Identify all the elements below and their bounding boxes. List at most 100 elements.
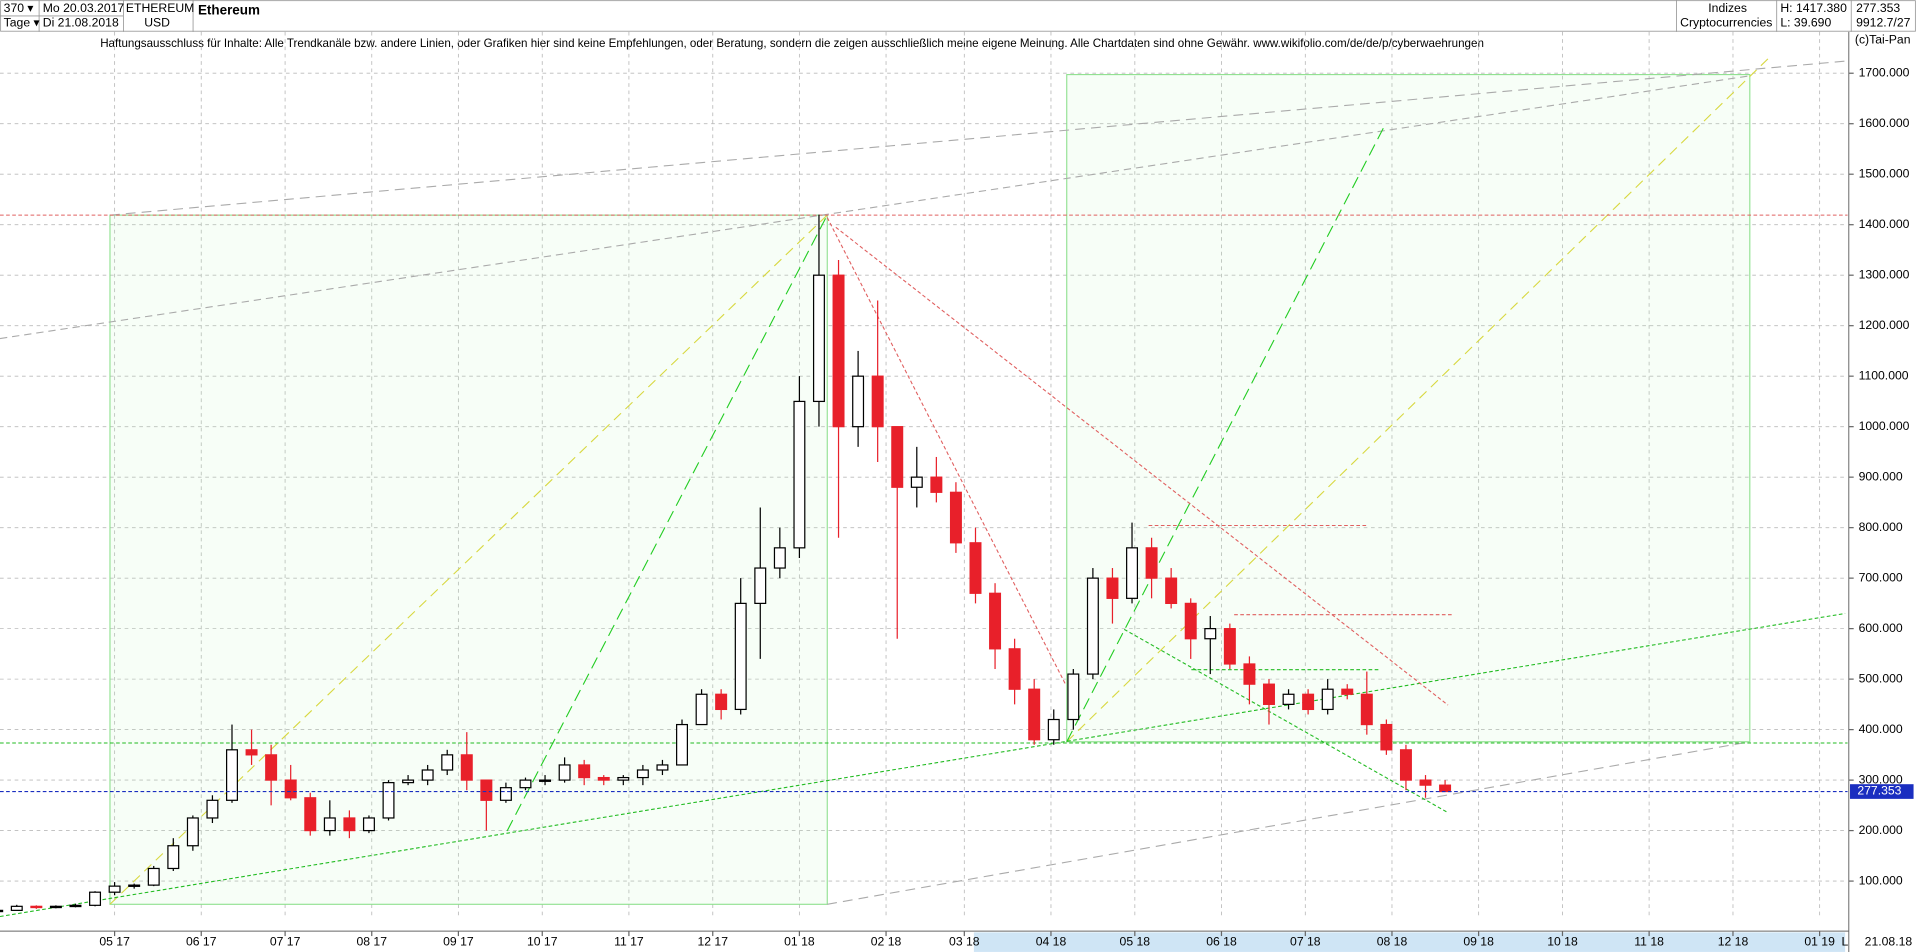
candle-body	[1106, 577, 1119, 599]
candle-body	[206, 799, 219, 819]
candle-body	[1380, 723, 1393, 751]
candle-body	[910, 476, 923, 488]
x-tick-label: 07 17	[270, 934, 301, 948]
x-tick-label: 11 18	[1634, 934, 1664, 948]
x-tick-label: 09 18	[1463, 934, 1494, 948]
x-tick-label: 05 18	[1120, 934, 1151, 948]
y-tick-label: 300.000	[1859, 772, 1903, 786]
x-tick-label: 10 18	[1547, 934, 1578, 948]
candle-body	[969, 542, 982, 594]
period[interactable]: Tage ▾	[4, 15, 40, 29]
candle-body	[832, 274, 845, 428]
symbol: ETHEREUM	[126, 1, 194, 15]
candle-body	[1008, 648, 1021, 690]
x-tick-label: 06 17	[186, 934, 217, 948]
last-price-box	[1850, 784, 1914, 799]
candle-body	[754, 567, 767, 604]
x-tick-label: 06 18	[1206, 934, 1237, 948]
candle-body	[382, 782, 395, 819]
bar-count[interactable]: 370 ▾	[4, 1, 34, 15]
x-tick-label: 12 17	[697, 934, 728, 948]
candle-body	[89, 891, 102, 906]
candle-body	[186, 817, 199, 847]
subgroup: Cryptocurrencies	[1680, 15, 1772, 29]
x-tick-label: 07 18	[1290, 934, 1321, 948]
grid	[0, 31, 1848, 919]
start-date: Mo 20.03.2017	[43, 1, 125, 15]
candle-body	[636, 769, 649, 779]
y-tick-label: 900.000	[1859, 469, 1903, 483]
candle-body	[812, 274, 825, 403]
candle-body	[793, 400, 806, 549]
y-tick-label: 700.000	[1859, 570, 1903, 584]
y-tick-label: 1600.000	[1859, 116, 1910, 130]
candle-body	[49, 905, 62, 909]
candles	[0, 214, 1452, 913]
candle-body	[949, 491, 962, 544]
ratio: 9912.7/27	[1856, 15, 1911, 29]
candle-body	[1360, 693, 1373, 726]
candle-body	[69, 904, 82, 908]
candle-body	[539, 779, 552, 782]
candle-body	[1086, 577, 1099, 675]
candle-body	[1126, 547, 1139, 599]
candle-body	[226, 749, 238, 801]
header	[0, 0, 1916, 32]
x-tick-label: 11 17	[614, 934, 644, 948]
candle-body	[695, 693, 708, 726]
candle-body	[323, 817, 336, 832]
x-tick-label: 08 18	[1377, 934, 1408, 948]
candle-body	[656, 764, 669, 771]
candle-body	[1341, 688, 1354, 695]
y-tick-label: 800.000	[1859, 520, 1903, 534]
candle-body	[245, 749, 258, 756]
candle-body	[1047, 718, 1060, 741]
y-tick-label: 500.000	[1859, 671, 1903, 685]
candle-body	[265, 754, 278, 781]
candle-body	[10, 905, 23, 911]
y-tick-label: 1000.000	[1859, 419, 1910, 433]
x-tick-label: 03 18	[949, 934, 980, 948]
candle-body	[1145, 547, 1158, 579]
y-tick-label: 100.000	[1859, 873, 1903, 887]
candle-body	[402, 779, 415, 784]
candle-body	[460, 754, 473, 781]
candle-body	[343, 817, 356, 832]
last-price: 277.353	[1856, 1, 1900, 15]
candle-body	[930, 476, 943, 493]
candle-body	[1302, 693, 1315, 711]
high: H: 1417.380	[1780, 1, 1847, 15]
candle-body	[989, 592, 1002, 650]
candle-body	[617, 776, 630, 781]
candle-body	[871, 375, 884, 428]
candle-body	[147, 867, 160, 886]
candle-body	[773, 547, 786, 569]
candle-body	[1028, 688, 1041, 741]
candle-body	[499, 787, 512, 801]
candle-body	[715, 693, 728, 711]
candle-body	[1204, 628, 1217, 640]
candle-body	[1067, 673, 1080, 721]
axis-date: 21.08.18	[1865, 934, 1913, 948]
candle-body	[362, 817, 375, 832]
candle-body	[441, 754, 454, 771]
scale-mode[interactable]: L	[1841, 934, 1848, 948]
candle-body	[519, 779, 532, 789]
x-tick-label: 09 17	[443, 934, 474, 948]
candle-body	[480, 779, 493, 801]
candle-body	[597, 776, 610, 781]
disclaimer: Haftungsausschluss für Inhalte: Alle Tre…	[100, 37, 1484, 50]
y-tick-label: 1200.000	[1859, 318, 1910, 332]
candle-body	[421, 769, 434, 781]
candle-body	[304, 797, 317, 832]
candle-body	[30, 905, 43, 909]
low: L: 39.690	[1780, 15, 1831, 29]
axis-band	[973, 932, 1846, 952]
candle-body	[734, 602, 747, 711]
x-tick-label: 05 17	[99, 934, 130, 948]
y-tick-label: 200.000	[1859, 823, 1903, 837]
chart-title: Ethereum	[198, 3, 260, 18]
candle-body	[128, 884, 141, 887]
